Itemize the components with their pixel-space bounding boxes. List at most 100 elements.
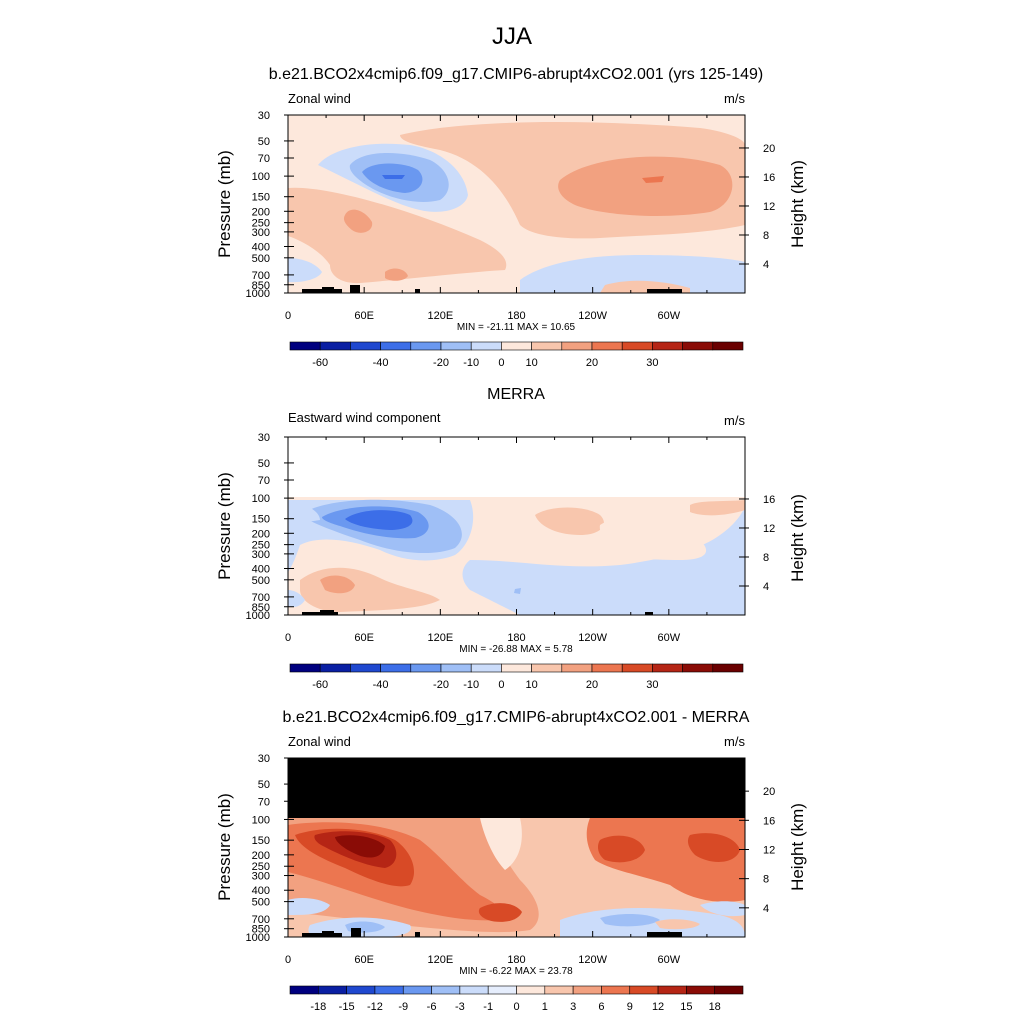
panel-model-left-label: Zonal wind (288, 91, 351, 106)
colorbar-diff-label: 15 (680, 1001, 692, 1013)
panel-merra-ytick-label: 50 (258, 458, 270, 470)
panel-merra-ytick-label: 400 (252, 563, 270, 575)
panel-merra-ytick-label: 250 (252, 540, 270, 552)
colorbar-diff-swatch (657, 985, 687, 995)
panel-merra-ylabel: Pressure (mb) (215, 472, 234, 580)
colorbar-merra-swatch (682, 663, 714, 673)
panel-diff-ytick-right-label: 20 (763, 786, 775, 798)
colorbar-diff-swatch (289, 985, 319, 995)
colorbar-diff-swatch (402, 985, 432, 995)
colorbar-merra-label: 10 (525, 679, 537, 691)
colorbar-diff-label: -15 (339, 1001, 355, 1013)
panel-diff-left-label: Zonal wind (288, 734, 351, 749)
colorbar-diff-swatch (431, 985, 461, 995)
panel-model-field (288, 115, 745, 293)
panel-model: b.e21.BCO2x4cmip6.f09_g17.CMIP6-abrupt4x… (215, 66, 807, 333)
colorbar-model-swatch (652, 341, 683, 351)
panel-model-ytick-right-label: 20 (763, 143, 775, 155)
panel-diff-field (288, 758, 745, 937)
panel-model-ytick-label: 700 (252, 270, 270, 282)
panel-diff-title: b.e21.BCO2x4cmip6.f09_g17.CMIP6-abrupt4x… (283, 709, 750, 726)
colorbar-diff-label: -6 (427, 1001, 437, 1013)
panel-diff-ytick-label: 1000 (246, 932, 270, 944)
colorbar-merra-swatch (350, 663, 381, 673)
colorbar-diff-label: 3 (570, 1001, 576, 1013)
colorbar-merra-swatch (470, 663, 502, 673)
panel-merra-ytick-label: 700 (252, 592, 270, 604)
panel-model-ytick-label: 100 (252, 171, 270, 183)
panel-diff-masked-region (288, 758, 745, 818)
panel-diff-ytick-right-label: 12 (763, 844, 775, 856)
panel-model-xtick-label: 0 (285, 310, 291, 322)
colorbar-merra-swatch (289, 663, 321, 673)
panel-merra-ytick-label: 100 (252, 493, 270, 505)
panel-diff-xtick-label: 180 (507, 954, 525, 966)
colorbar-merra-swatch (440, 663, 472, 673)
panel-model-stats: MIN = -21.11 MAX = 10.65 (457, 322, 576, 333)
colorbar-diff-swatch (629, 985, 659, 995)
panel-diff-ytick-label: 150 (252, 835, 270, 847)
colorbar-merra-label: -40 (373, 679, 389, 691)
panel-merra-left-label: Eastward wind component (288, 410, 441, 425)
panel-model-ytick-right-label: 12 (763, 201, 775, 213)
panel-merra-xtick-label: 60E (354, 632, 374, 644)
panel-diff-ytick-label: 100 (252, 814, 270, 826)
colorbar-diff-label: 18 (709, 1001, 721, 1013)
panel-merra-ytick-right-label: 16 (763, 494, 775, 506)
panel-model-ylabel-right: Height (km) (788, 160, 807, 248)
colorbar-diff-label: 6 (598, 1001, 604, 1013)
panel-model-units: m/s (724, 91, 745, 106)
colorbar-model-label: -20 (433, 357, 449, 369)
panel-model-ytick-label: 200 (252, 206, 270, 218)
panel-merra-ytick-label: 70 (258, 475, 270, 487)
panel-merra-ytick-label: 850 (252, 602, 270, 614)
panel-merra-xtick-label: 0 (285, 632, 291, 644)
colorbar-diff-label: 12 (652, 1001, 664, 1013)
colorbar-model-label: -40 (373, 357, 389, 369)
panel-diff-xtick-label: 120E (427, 954, 453, 966)
colorbar-diff-label: -3 (455, 1001, 465, 1013)
panel-merra-xtick-label: 60W (658, 632, 681, 644)
panel-model-title: b.e21.BCO2x4cmip6.f09_g17.CMIP6-abrupt4x… (269, 66, 763, 83)
panel-merra-ytick-label: 30 (258, 432, 270, 444)
colorbar-diff-swatch (601, 985, 631, 995)
colorbar-diff-label: 0 (513, 1001, 519, 1013)
panel-merra-ytick-label: 150 (252, 514, 270, 526)
panel-merra-stats: MIN = -26.88 MAX = 5.78 (459, 644, 573, 655)
panel-model-ytick-label: 250 (252, 218, 270, 230)
panel-diff-ytick-label: 300 (252, 871, 270, 883)
panel-merra-ytick-label: 500 (252, 575, 270, 587)
colorbar-diff-swatch (459, 985, 489, 995)
panel-model-ytick-label: 850 (252, 280, 270, 292)
panel-diff-ylabel: Pressure (mb) (215, 793, 234, 901)
colorbar-merra-label: 30 (646, 679, 658, 691)
colorbar-model-label: 30 (646, 357, 658, 369)
panel-model-ytick-right-label: 8 (763, 230, 769, 242)
colorbar-model-swatch (470, 341, 502, 351)
colorbar-merra-label: -60 (312, 679, 328, 691)
panel-diff-xtick-label: 60W (658, 954, 681, 966)
panel-merra-xtick-label: 180 (507, 632, 525, 644)
colorbar-merra-label: 0 (498, 679, 504, 691)
panel-model-ytick-label: 30 (258, 110, 270, 122)
colorbar-merra-swatch (621, 663, 653, 673)
panel-merra-ytick-label: 200 (252, 528, 270, 540)
panel-model-ytick-label: 70 (258, 153, 270, 165)
panel-model-ytick-label: 400 (252, 241, 270, 253)
colorbar-merra-swatch (591, 663, 623, 673)
colorbar-merra-swatch (410, 663, 442, 673)
panel-merra-ylabel-right: Height (km) (788, 494, 807, 582)
panel-merra-ytick-label: 1000 (246, 610, 270, 622)
panel-model-xtick-label: 180 (507, 310, 525, 322)
colorbar-model-swatch (380, 341, 412, 351)
colorbar-model-swatch (410, 341, 442, 351)
panel-model-ytick-right-label: 4 (763, 259, 769, 271)
panel-model-ytick-label: 150 (252, 192, 270, 204)
colorbar-model-label: -60 (312, 357, 328, 369)
colorbar-merra-swatch (712, 663, 744, 673)
panel-diff-stats: MIN = -6.22 MAX = 23.78 (459, 966, 573, 977)
panel-merra-title: MERRA (487, 386, 545, 403)
panel-merra-xtick-label: 120W (578, 632, 607, 644)
panel-model-xtick-label: 60E (354, 310, 374, 322)
